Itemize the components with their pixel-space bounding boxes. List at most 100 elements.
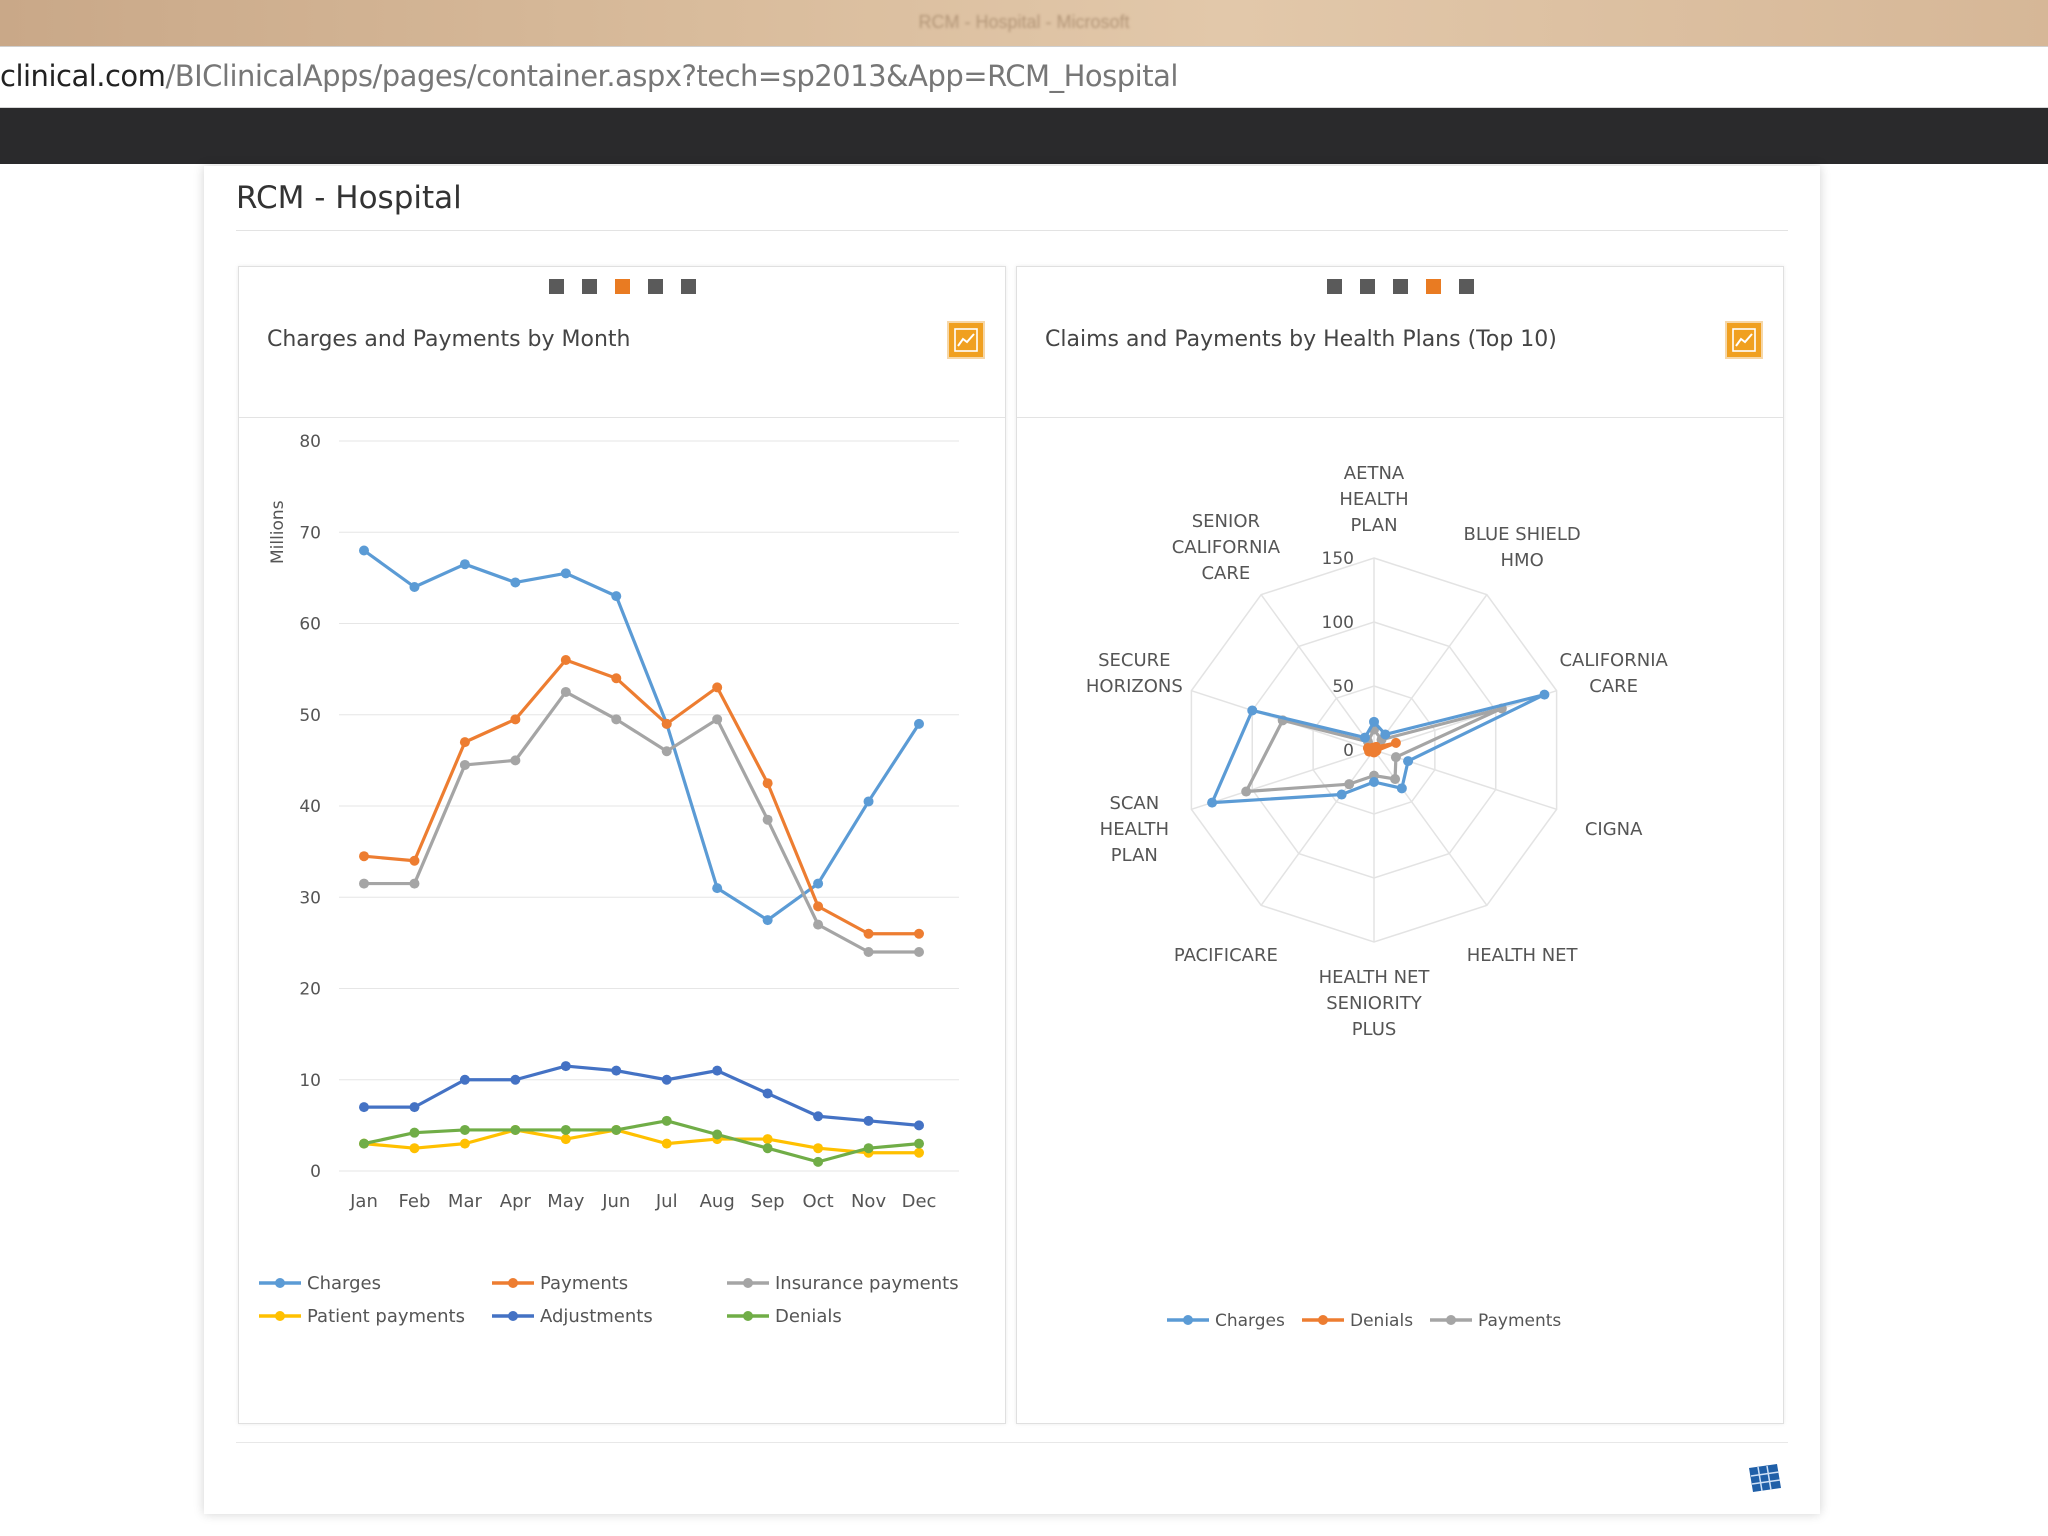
- data-point: [914, 1138, 924, 1149]
- data-point: [863, 1143, 874, 1154]
- y-tick-label: 60: [299, 615, 321, 635]
- data-point: [813, 1156, 824, 1167]
- data-point: [712, 1065, 723, 1076]
- x-tick-label: Feb: [399, 1191, 431, 1212]
- data-point: [712, 883, 723, 894]
- legend-marker: [275, 1278, 285, 1288]
- radar-spoke: [1260, 594, 1375, 751]
- y-tick-label: 80: [299, 432, 321, 452]
- radar-point: [1247, 705, 1258, 716]
- data-point: [459, 1124, 470, 1135]
- data-point: [813, 919, 824, 930]
- radar-spoke: [1373, 749, 1557, 811]
- data-point: [510, 1074, 521, 1085]
- carousel-dot-5[interactable]: [1458, 279, 1474, 294]
- legend-label: Denials: [1350, 1311, 1413, 1331]
- carousel-dot-4[interactable]: [1425, 279, 1441, 294]
- x-tick-label: Oct: [803, 1191, 834, 1212]
- data-point: [661, 1074, 672, 1085]
- data-point: [661, 1115, 672, 1126]
- category-label: SECURE: [1098, 650, 1170, 671]
- data-point: [712, 682, 723, 693]
- data-point: [560, 568, 571, 579]
- line-chart-icon[interactable]: [947, 321, 985, 359]
- carousel-dot-3[interactable]: [1392, 279, 1408, 294]
- radar-point: [1336, 789, 1347, 800]
- data-point: [712, 714, 723, 725]
- data-point: [409, 582, 420, 592]
- data-point: [359, 545, 369, 556]
- radar-spoke: [1191, 749, 1375, 811]
- data-point: [813, 1111, 824, 1122]
- data-point: [459, 1074, 470, 1085]
- data-point: [813, 1143, 824, 1154]
- x-tick-label: Aug: [700, 1191, 735, 1212]
- y-tick-label: 40: [299, 797, 321, 817]
- data-point: [813, 901, 824, 912]
- series-line: [364, 690, 919, 954]
- data-point: [863, 928, 874, 939]
- data-point: [762, 778, 773, 789]
- legend-marker: [1318, 1315, 1328, 1325]
- y-axis-label: Millions: [268, 500, 288, 564]
- y-tick-label: 50: [299, 706, 321, 726]
- radar-point: [1359, 732, 1370, 743]
- series-line: [363, 658, 919, 936]
- carousel-dot-5[interactable]: [680, 279, 696, 294]
- data-point: [611, 673, 622, 684]
- data-point: [510, 1124, 521, 1135]
- carousel-dots: [1017, 279, 1783, 294]
- data-point: [409, 1127, 420, 1138]
- legend-marker: [743, 1311, 753, 1321]
- radar-point: [1539, 689, 1550, 700]
- data-point: [661, 718, 672, 729]
- url-text[interactable]: clinical.com/BIClinicalApps/pages/contai…: [0, 59, 1178, 93]
- data-point: [409, 1102, 420, 1113]
- legend-label: Insurance payments: [775, 1273, 959, 1294]
- y-tick-label: 70: [299, 523, 321, 543]
- category-label: CALIFORNIA: [1559, 650, 1668, 671]
- category-label: HMO: [1501, 550, 1544, 571]
- monthly-line-chart: 0 10 20 30 40 50 60 70 80 Millions Jan Feb Mar Apr May…: [259, 432, 959, 1327]
- data-point: [914, 947, 924, 957]
- data-point: [712, 1129, 723, 1140]
- y-tick-label: 10: [299, 1071, 321, 1091]
- data-point: [762, 814, 773, 825]
- data-point: [813, 878, 824, 889]
- carousel-dot-1[interactable]: [548, 279, 564, 294]
- category-label: CARE: [1201, 563, 1250, 584]
- category-label: PACIFICARE: [1174, 945, 1278, 966]
- data-point: [459, 737, 470, 748]
- series-line: [363, 549, 921, 922]
- category-label: BLUE SHIELD: [1463, 524, 1580, 545]
- data-point: [611, 1124, 622, 1135]
- carousel-dot-2[interactable]: [581, 279, 597, 294]
- radar-point: [1369, 777, 1379, 787]
- category-label: HEALTH NET: [1319, 967, 1431, 988]
- address-bar[interactable]: clinical.com/BIClinicalApps/pages/contai…: [0, 46, 2048, 109]
- url-domain: clinical.com: [0, 59, 166, 93]
- line-chart-icon[interactable]: [1725, 321, 1763, 359]
- dashboard-card: RCM - Hospital Charges and Payments by M…: [204, 166, 1820, 1514]
- site-nav-bar: [0, 108, 2048, 164]
- radar-point: [1390, 773, 1401, 784]
- x-tick-label: Dec: [902, 1191, 937, 1212]
- legend-label: Adjustments: [540, 1306, 653, 1327]
- carousel-dot-4[interactable]: [647, 279, 663, 294]
- carousel-dot-1[interactable]: [1326, 279, 1342, 294]
- series-line: [363, 1119, 920, 1164]
- category-label: HEALTH: [1100, 819, 1169, 840]
- legend-marker: [743, 1278, 753, 1288]
- category-label: PLAN: [1350, 515, 1397, 536]
- x-tick-label: Jun: [601, 1191, 630, 1212]
- x-tick-label: Apr: [500, 1191, 532, 1212]
- radar-tick-label: 50: [1332, 677, 1354, 697]
- data-point: [560, 1134, 571, 1145]
- data-point: [409, 855, 420, 866]
- y-tick-label: 0: [310, 1162, 321, 1182]
- carousel-dot-3[interactable]: [614, 279, 630, 294]
- legend-marker: [1446, 1315, 1456, 1325]
- carousel-dot-2[interactable]: [1359, 279, 1375, 294]
- grid-icon[interactable]: [1747, 1462, 1783, 1494]
- window-title: RCM - Hospital - Microsoft: [918, 12, 1130, 32]
